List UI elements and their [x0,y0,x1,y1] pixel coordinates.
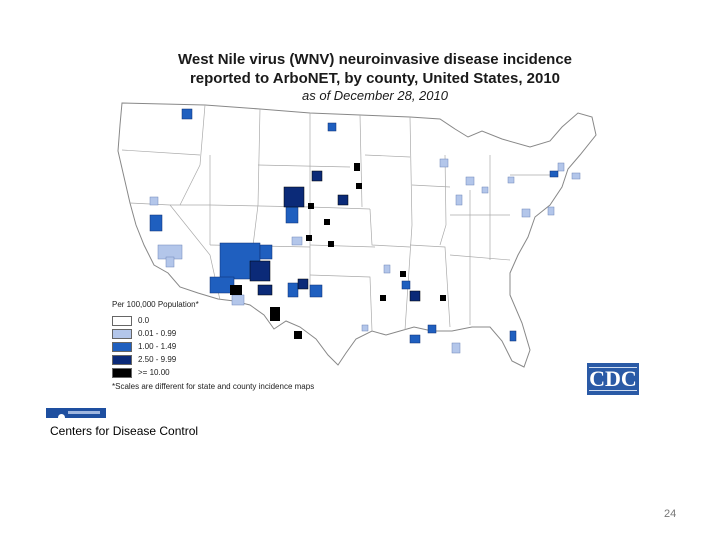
counties-high [249,170,421,302]
cdc-logo: CDC [587,363,639,395]
legend-label: 2.50 - 9.99 [138,355,177,364]
legend-title: Per 100,000 Population* [112,300,199,309]
title-line-2: reported to ArboNET, by county, United S… [189,70,561,87]
cdc-logo-text: CDC [589,366,637,391]
map-title: West Nile virus (WNV) neuroinvasive dise… [150,50,600,104]
legend-label: 0.01 - 0.99 [138,329,177,338]
title-date: as of December 28, 2010 [302,88,448,103]
legend-swatch [112,367,132,378]
license-badge-icon [46,408,106,421]
legend-item: 0.0 [112,314,314,327]
legend-label: 1.00 - 1.49 [138,342,177,351]
title-line-1: West Nile virus (WNV) neuroinvasive dise… [177,51,573,68]
legend-footnote: *Scales are different for state and coun… [112,382,315,391]
legend-item: >= 10.00 [112,366,314,379]
legend-swatch [112,341,132,352]
counties-highest [230,163,446,339]
legend-swatch [112,354,132,365]
legend-item: 0.01 - 0.99 [112,327,314,340]
map-legend: Per 100,000 Population* 0.0 0.01 - 0.99 … [112,300,314,391]
page-number: 24 [664,508,677,520]
counties-low [149,158,581,354]
legend-swatch [112,315,132,326]
legend-item: 1.00 - 1.49 [112,340,314,353]
legend-label: >= 10.00 [138,368,170,377]
legend-label: 0.0 [138,316,150,325]
legend-item: 2.50 - 9.99 [112,353,314,366]
source-credit: Centers for Disease Control [50,424,199,438]
us-county-incidence-map [117,102,597,368]
legend-swatch [112,328,132,339]
